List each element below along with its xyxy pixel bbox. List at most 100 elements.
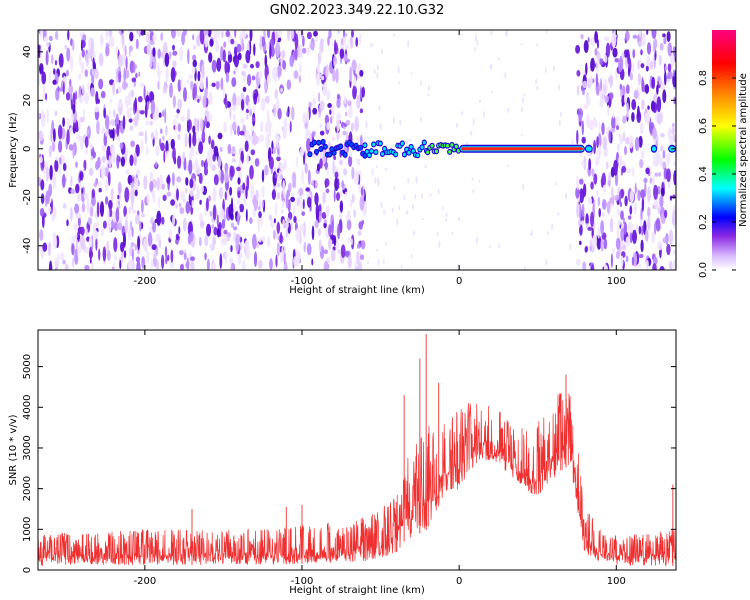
noise-speck [655,150,661,166]
noise-speck [175,114,180,118]
noise-speck [640,63,645,69]
noise-speck [159,71,162,76]
noise-speck [282,219,285,229]
noise-speck [441,206,444,210]
noise-speck [231,77,237,88]
noise-speck [653,184,659,200]
noise-speck [479,99,481,103]
noise-speck [291,106,295,121]
noise-speck [189,152,192,160]
noise-speck [80,61,85,74]
noise-speck [205,76,208,91]
noise-speck [192,134,197,147]
noise-speck [640,151,645,159]
noise-speck [221,226,224,237]
noise-speck [145,34,148,42]
noise-speck [258,237,262,243]
noise-speck [637,60,640,70]
noise-speck [626,168,632,174]
noise-speck [254,158,260,167]
noise-speck [241,260,246,270]
noise-speck [624,195,628,207]
noise-speck [163,149,166,163]
noise-speck [272,229,276,240]
noise-speck [228,203,234,219]
noise-speck [569,243,572,250]
noise-speck [90,37,95,54]
noise-speck [398,205,401,211]
noise-speck [183,252,187,261]
noise-speck [385,241,388,246]
noise-speck [662,149,666,159]
noise-speck [667,78,671,83]
noise-speck [593,173,598,185]
noise-speck [135,169,141,176]
noise-speck [129,125,134,131]
noise-speck [253,93,258,105]
noise-speck [258,70,263,80]
trace-core [374,150,378,154]
noise-speck [149,180,154,192]
noise-speck [345,119,351,126]
noise-speck [482,110,485,119]
noise-speck [669,135,674,146]
noise-speck [281,246,284,261]
noise-speck [359,69,364,77]
noise-speck [236,212,240,226]
noise-speck [264,164,269,176]
noise-speck [48,183,53,197]
noise-speck [429,193,432,197]
noise-speck [146,192,150,204]
noise-speck [282,179,286,196]
noise-speck [182,198,187,204]
noise-speck [236,43,242,53]
noise-speck [667,42,673,57]
noise-speck [120,156,126,167]
noise-speck [424,164,427,169]
noise-speck [281,50,286,59]
noise-speck [250,63,254,69]
noise-speck [130,140,136,148]
noise-speck [398,81,401,85]
noise-speck [640,189,646,199]
noise-speck [342,130,347,136]
noise-speck [324,114,330,125]
noise-speck [128,175,133,184]
noise-speck [84,92,89,105]
noise-speck [230,38,235,45]
noise-speck [666,31,671,43]
noise-speck [172,213,176,227]
noise-speck [657,112,663,125]
noise-speck [130,242,135,247]
noise-speck [215,80,220,90]
noise-speck [521,106,524,113]
noise-speck [576,175,580,190]
noise-speck [190,260,195,270]
noise-speck [141,213,145,218]
noise-speck [419,80,422,86]
noise-speck [294,33,299,49]
noise-speck [79,52,82,67]
noise-speck [220,30,224,39]
noise-speck [323,221,327,229]
noise-speck [296,197,300,207]
noise-speck [660,145,664,152]
noise-speck [192,54,197,61]
noise-speck [317,63,320,73]
noise-speck [70,188,75,194]
noise-speck [207,30,212,38]
noise-speck [212,204,217,221]
noise-speck [153,54,157,70]
noise-speck [91,188,96,199]
noise-speck [108,171,111,186]
noise-speck [596,57,600,72]
noise-speck [647,186,651,202]
noise-speck [83,109,86,117]
trace-core [378,141,382,146]
trace-core [312,140,316,145]
noise-speck [123,232,126,248]
noise-speck [358,221,364,230]
noise-speck [77,216,81,227]
noise-speck [225,30,231,38]
